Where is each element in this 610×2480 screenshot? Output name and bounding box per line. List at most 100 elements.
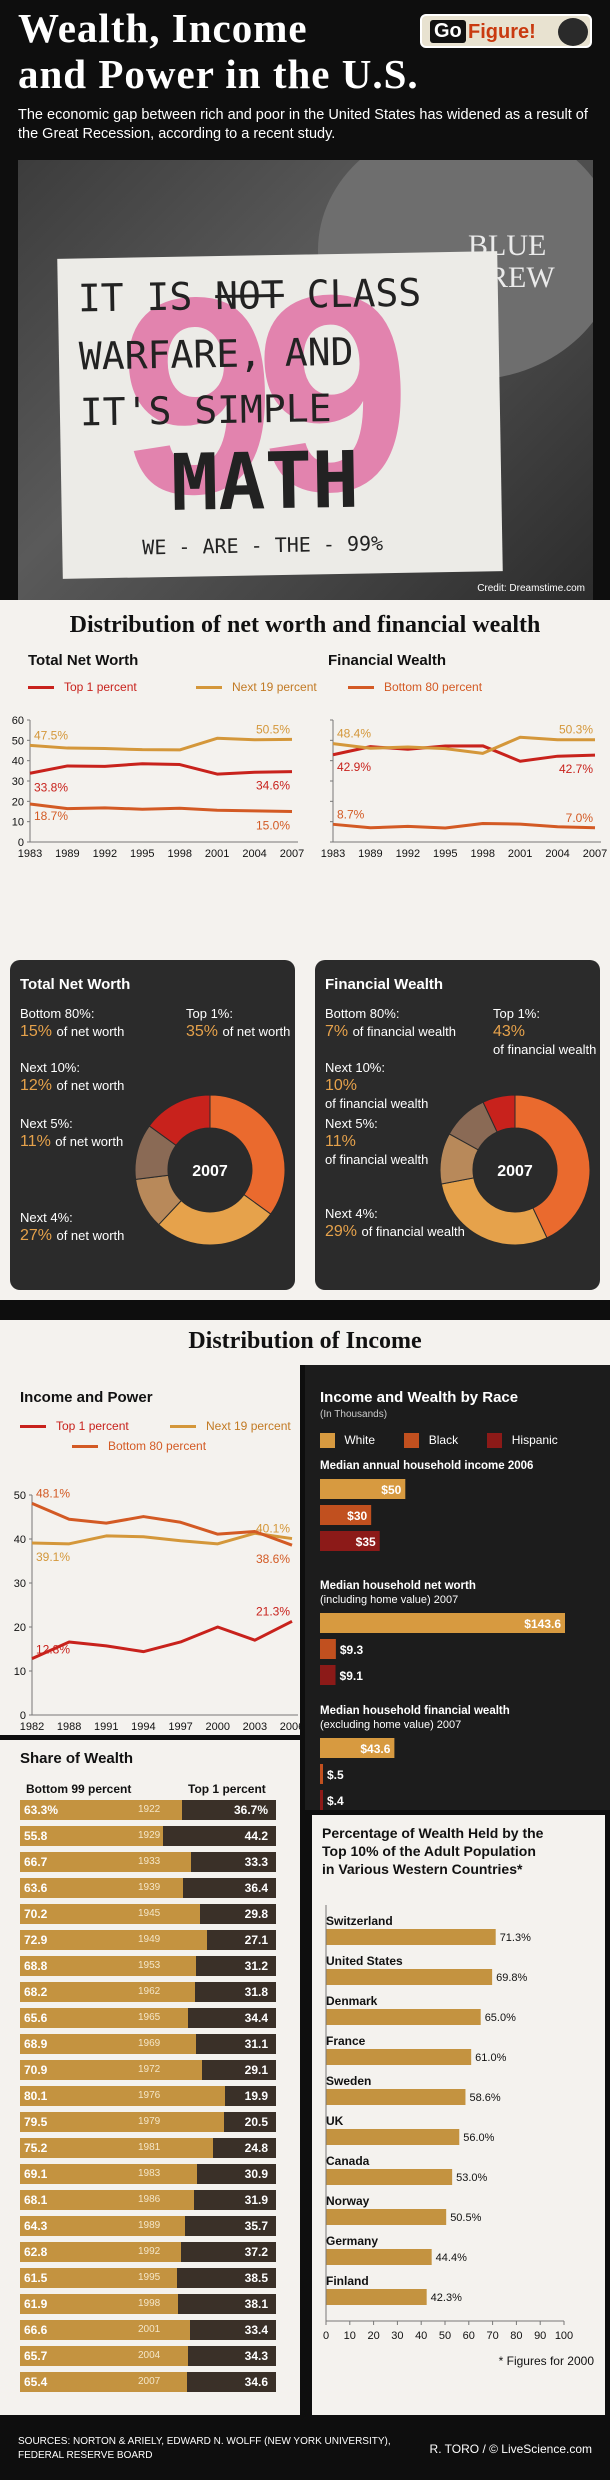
share-bar xyxy=(20,1800,183,1820)
x-tick-label: 1998 xyxy=(470,848,494,860)
race-bar-label: $43.6 xyxy=(360,1742,390,1756)
income-power-title: Income and Power xyxy=(20,1389,153,1406)
share-row: 70.2 1945 29.8 xyxy=(20,1904,276,1924)
share-row: 65.6 1965 34.4 xyxy=(20,2008,276,2028)
share-bottom-value: 55.8 xyxy=(24,1829,48,1843)
x-tick-label: 2004 xyxy=(242,848,266,860)
share-year: 1989 xyxy=(138,2220,161,2231)
x-tick-label: 2006 xyxy=(280,1721,300,1733)
share-year: 1986 xyxy=(138,2194,161,2205)
share-bar xyxy=(20,2216,185,2236)
y-tick-label: 50 xyxy=(14,1490,26,1502)
share-top-value: 34.3 xyxy=(244,2349,268,2363)
donut-label-name: Next 4%: xyxy=(20,1210,73,1225)
ip-legend-bottom80: Bottom 80 percent xyxy=(72,1439,206,1453)
share-top-value: 44.2 xyxy=(244,1829,268,1843)
logo-figure: Figure! xyxy=(468,21,536,43)
race-swatch-black xyxy=(404,1433,420,1449)
footer-credit: R. TORO / © LiveScience.com xyxy=(429,2442,592,2456)
fw-chart-title: Financial Wealth xyxy=(328,652,447,669)
series-line-0 xyxy=(29,762,293,776)
country-bar xyxy=(326,2089,466,2105)
country-value: 42.3% xyxy=(431,2292,462,2304)
share-bar xyxy=(20,2112,224,2132)
donut-value: 15% xyxy=(20,1023,56,1040)
logo-face-icon xyxy=(558,18,588,46)
x-tick-label: 1998 xyxy=(167,848,191,860)
countries-title-1: Percentage of Wealth Held by the xyxy=(322,1825,544,1841)
share-row: 61.5 1995 38.5 xyxy=(20,2268,276,2288)
share-bar xyxy=(20,1930,207,1950)
title-line-1: Wealth, Income xyxy=(18,5,308,51)
share-top-value: 37.2 xyxy=(244,2245,268,2259)
protest-sign: 99 IT IS NOT CLASS WARFARE, AND IT'S SIM… xyxy=(57,237,503,579)
share-top-value: 19.9 xyxy=(244,2089,268,2103)
country-label: Germany xyxy=(326,2234,378,2248)
x-tick-label: 2001 xyxy=(205,848,229,860)
country-value: 69.8% xyxy=(496,1972,527,1984)
share-year: 2001 xyxy=(138,2324,161,2335)
race-bar xyxy=(320,1738,395,1758)
share-top-value: 31.8 xyxy=(244,1985,268,1999)
countries-x-tick-label: 30 xyxy=(391,2330,403,2342)
fw-donut-card: Financial Wealth 2007 Bottom 80%: 7% of fi… xyxy=(315,960,600,1290)
donut-value: 29% xyxy=(325,1223,361,1240)
share-year: 1992 xyxy=(138,2246,161,2257)
share-bar xyxy=(20,1826,163,1846)
race-group-label: Median household net worth xyxy=(320,1580,476,1592)
series-start-label: 48.1% xyxy=(36,1486,70,1500)
share-top-value: 27.1 xyxy=(244,1933,268,1947)
countries-x-tick-label: 100 xyxy=(555,2330,573,2342)
share-year: 1949 xyxy=(138,1934,161,1945)
donut-center-label: 2007 xyxy=(497,1163,533,1180)
share-year: 2004 xyxy=(138,2350,161,2361)
donut-label-name: Bottom 80%: xyxy=(20,1006,94,1021)
donut-value: 7% xyxy=(325,1023,353,1040)
donut-label-name: Next 5%: xyxy=(325,1116,378,1131)
donut-label-name: Next 10%: xyxy=(325,1060,385,1075)
race-group-label: Median annual household income 2006 xyxy=(320,1460,533,1472)
donut-label-value: 35% of net worth xyxy=(186,1023,290,1040)
x-tick-label: 1982 xyxy=(20,1721,44,1733)
race-legend-black: Black xyxy=(428,1433,459,1447)
share-year: 1945 xyxy=(138,1908,161,1919)
donut-label-value: 12% of net worth xyxy=(20,1077,124,1094)
share-top-value: 33.3 xyxy=(244,1855,268,1869)
share-year: 1983 xyxy=(138,2168,161,2179)
race-bar xyxy=(320,1764,323,1784)
ip-swatch-next19 xyxy=(170,1425,196,1429)
series-start-label: 18.7% xyxy=(34,809,68,823)
share-row: 70.9 1972 29.1 xyxy=(20,2060,276,2080)
share-bar xyxy=(20,2268,178,2288)
share-bottom-value: 65.7 xyxy=(24,2349,48,2363)
series-end-label: 40.1% xyxy=(256,1522,290,1536)
share-top-value: 35.7 xyxy=(244,2219,268,2233)
countries-x-tick-label: 40 xyxy=(415,2330,427,2342)
country-label: UK xyxy=(326,2114,344,2128)
x-tick-label: 1992 xyxy=(93,848,117,860)
country-label: Canada xyxy=(326,2154,370,2168)
legend-top1: Top 1 percent xyxy=(28,680,137,694)
share-bottom-value: 66.6 xyxy=(24,2323,48,2337)
country-label: France xyxy=(326,2034,366,2048)
share-top-value: 38.5 xyxy=(244,2271,268,2285)
countries-footnote: * Figures for 2000 xyxy=(499,2354,595,2368)
y-tick-label: 60 xyxy=(12,715,24,727)
donut-suffix: of net worth xyxy=(56,1228,124,1243)
share-row: 63.6 1939 36.4 xyxy=(20,1878,276,1898)
share-year: 1933 xyxy=(138,1856,161,1867)
donut-suffix-line: of financial wealth xyxy=(325,1152,428,1167)
race-bars: Median annual household income 2006 $50 $3… xyxy=(320,1460,565,1810)
donut-suffix: of net worth xyxy=(56,1078,124,1093)
donut-label-name: Top 1%: xyxy=(493,1006,540,1021)
donut-label-name: Next 4%: xyxy=(325,1206,378,1221)
tnw-donut-card: Total Net Worth 2007 Bottom 80%: 15% of ne… xyxy=(10,960,295,1290)
share-bar xyxy=(20,1904,200,1924)
country-bar xyxy=(326,2249,432,2265)
share-bottom-value: 64.3 xyxy=(24,2219,48,2233)
share-top-value: 29.1 xyxy=(244,2063,268,2077)
share-bottom-value: 69.1 xyxy=(24,2167,48,2181)
series-end-label: 7.0% xyxy=(566,811,594,825)
share-bar xyxy=(20,1878,183,1898)
sign-line-2: WARFARE, AND xyxy=(78,329,354,379)
